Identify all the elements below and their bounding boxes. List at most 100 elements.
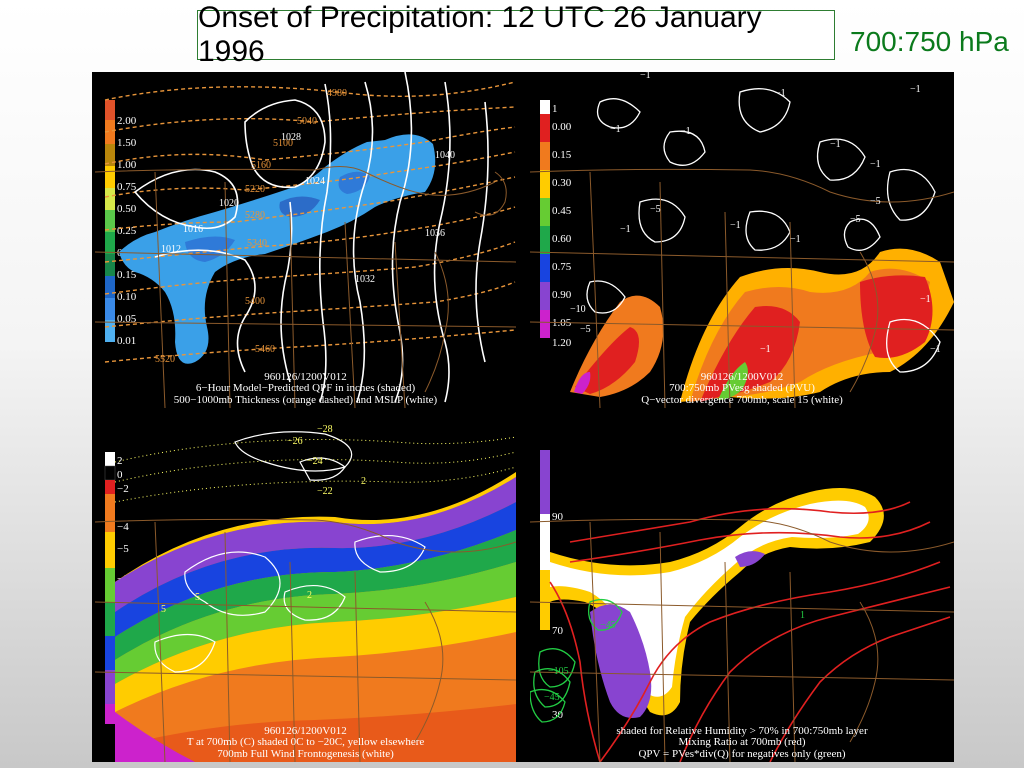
thickness-contours: [104, 81, 516, 363]
qvector-label: −10: [570, 304, 586, 315]
qvector-label: −1: [640, 72, 651, 81]
qvector-label: −1: [830, 139, 841, 150]
isotherm-label: 5: [195, 592, 200, 603]
temperature-map: 20−2−4−5−8−10−12−14−16−18−20: [95, 424, 516, 762]
pv-color-scale: [540, 100, 550, 338]
pv-scale-label: 0.60: [552, 233, 572, 245]
temperature-scale-label: 0: [117, 469, 123, 481]
qpf-panel: 2.001.501.000.750.500.250.200.150.100.05…: [95, 72, 516, 408]
isobar-label: 1028: [281, 132, 301, 143]
caption-line: 500−1000mb Thickness (orange dashed) and…: [173, 393, 438, 406]
humidity-scale-label: 70: [552, 625, 564, 637]
caption-line: 700mb Full Wind Frontogenesis (white): [217, 747, 394, 760]
humidity-scale-label: 90: [552, 511, 564, 523]
qpf-scale-label: 0.15: [117, 269, 137, 281]
qpv-label: −105: [548, 666, 569, 677]
qvector-label: −1: [760, 344, 771, 355]
qpf-scale-label: 0.75: [117, 181, 137, 193]
isotherm-label: −24: [307, 456, 323, 467]
caption-line: 6−Hour Model−Predicted QPF in inches (sh…: [195, 382, 416, 394]
isotherm-label: 2: [307, 590, 312, 601]
humidity-caption: shaded for Relative Humidity > 70% in 70…: [530, 724, 954, 761]
qpf-map: 2.001.501.000.750.500.250.200.150.100.05…: [95, 72, 516, 408]
qpf-scale-label: 0.05: [117, 313, 137, 325]
caption-line: QPV = PVes*div(Q) for negatives only (gr…: [638, 747, 846, 760]
qpf-scale-label: 0.50: [117, 203, 137, 215]
pv-scale-label: 1: [552, 103, 558, 115]
qvector-label: −1: [775, 88, 786, 99]
pv-scale-label: 0.45: [552, 205, 572, 217]
page-title: Onset of Precipitation: 12 UTC 26 Januar…: [197, 1, 835, 68]
isobar-label: 1024: [305, 176, 325, 187]
caption-line: Mixing Ratio at 700mb (red): [678, 736, 806, 748]
temperature-dotted-isotherms: [114, 436, 516, 503]
qpf-scale-label: 2.00: [117, 115, 137, 127]
pv-scale-label: 0.15: [552, 149, 572, 161]
geography-outline: [95, 518, 516, 762]
thickness-label: 5100: [273, 138, 293, 149]
isobar-label: 1020: [219, 198, 239, 209]
caption-line: Q−vector divergence 700mb, scale 15 (whi…: [641, 393, 843, 406]
isobar-label: 1040: [435, 150, 455, 161]
caption-line: 960126/1200V012: [700, 370, 784, 383]
humidity-scale-label: 30: [552, 709, 564, 721]
isobar-label: 1016: [183, 224, 203, 235]
qpf-scale-label: 1.00: [117, 159, 137, 171]
thickness-label: 5280: [245, 210, 265, 221]
qpf-scale-label: 1.50: [117, 137, 137, 149]
geography-outline: [95, 166, 516, 408]
relative-humidity-shading: [550, 488, 884, 718]
thickness-label: 5220: [245, 184, 265, 195]
caption-line: shaded for Relative Humidity > 70% in 70…: [616, 724, 868, 737]
temperature-scale-label: −2: [117, 483, 129, 495]
frontogenesis-contours: [154, 431, 426, 673]
isotherm-label: −26: [287, 436, 303, 447]
qpf-caption: 960126/1200V012 6−Hour Model−Predicted Q…: [95, 370, 516, 407]
temperature-shading: [115, 472, 516, 762]
humidity-map: 90807030: [530, 450, 954, 762]
qvector-label: −1: [930, 344, 941, 355]
humidity-panel: 90807030: [530, 422, 954, 762]
mixing-ratio-contours: [549, 501, 951, 762]
caption-line: T at 700mb (C) shaded 0C to −20C, yellow…: [186, 736, 425, 748]
isobar-label: 1032: [355, 274, 375, 285]
map-grid: 2.001.501.000.750.500.250.200.150.100.05…: [92, 72, 954, 762]
isobar-label: 1012: [161, 244, 181, 255]
geography-outline: [530, 518, 954, 762]
isobar-label: 1036: [425, 228, 445, 239]
temperature-panel: 20−2−4−5−8−10−12−14−16−18−20: [95, 422, 516, 762]
qvector-label: −1: [920, 294, 931, 305]
isotherm-label: 2: [361, 476, 366, 487]
qvector-label: −5: [870, 196, 881, 207]
thickness-label: 4980: [327, 88, 347, 99]
temperature-color-scale: [104, 452, 116, 724]
isotherm-label: −28: [317, 424, 333, 435]
caption-line: 960126/1200V012: [264, 370, 347, 383]
qvector-label: −5: [650, 204, 661, 215]
isotherm-label: 5: [161, 604, 166, 615]
pv-scale-label: 1.20: [552, 337, 572, 349]
thickness-label: 5160: [251, 160, 271, 171]
qpf-scale-label: 0.01: [117, 335, 136, 347]
isotherm-label: −22: [317, 486, 333, 497]
qvector-label: −1: [620, 224, 631, 235]
pv-caption: 960126/1200V012 700:750mb PVesg shaded (…: [530, 370, 954, 407]
caption-line: 700:750mb PVesg shaded (PVU): [669, 382, 815, 394]
qpv-label: −45: [544, 692, 560, 703]
pv-shading: [570, 248, 954, 402]
qvector-label: −5: [850, 214, 861, 225]
qpv-contours: [530, 598, 623, 723]
qvector-divergence-contours: [586, 88, 941, 373]
geography-outline: [530, 168, 954, 408]
qpv-label: 1: [800, 610, 805, 621]
temperature-caption: 960126/1200V012 T at 700mb (C) shaded 0C…: [95, 724, 516, 761]
caption-line: 960126/1200V012: [264, 724, 347, 737]
pv-scale-label: 0.90: [552, 289, 572, 301]
pv-map: 10.000.150.300.450.600.750.901.051.20: [530, 72, 954, 408]
qvector-label: −1: [680, 126, 691, 137]
pressure-level-label: 700:750 hPa: [850, 26, 1009, 57]
thickness-label: 5340: [247, 238, 267, 249]
qvector-label: −1: [610, 124, 621, 135]
pv-scale-label: 0.75: [552, 261, 572, 273]
qpf-shading: [119, 134, 436, 364]
